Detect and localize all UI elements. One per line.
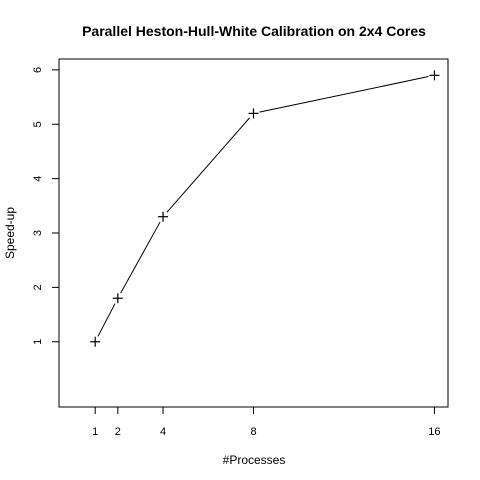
x-tick-label-16: 16: [428, 426, 440, 438]
chart-title: Parallel Heston-Hull-White Calibration o…: [82, 23, 426, 39]
x-axis: 1 2 4 8 16: [92, 407, 441, 438]
y-tick-label-3: 3: [32, 230, 44, 236]
x-tick-label-4: 4: [160, 426, 166, 438]
data-point-4: [429, 70, 440, 81]
y-axis: 1 2 3 4 5 6: [32, 67, 59, 345]
y-tick-label-6: 6: [32, 67, 44, 73]
x-tick-label-1: 1: [92, 426, 98, 438]
y-tick-label-4: 4: [32, 176, 44, 182]
series-line-0: [97, 76, 429, 337]
y-axis-label: Speed-up: [3, 207, 17, 259]
data-point-1: [112, 293, 123, 304]
x-tick-label-8: 8: [250, 426, 256, 438]
data-point-3: [248, 108, 259, 119]
x-tick-label-2: 2: [115, 426, 121, 438]
series-group: [90, 70, 440, 347]
data-point-0: [90, 336, 101, 347]
y-tick-label-1: 1: [32, 339, 44, 345]
y-tick-label-5: 5: [32, 121, 44, 127]
data-point-2: [158, 211, 169, 222]
y-tick-label-2: 2: [32, 284, 44, 290]
x-axis-label: #Processes: [223, 453, 286, 467]
